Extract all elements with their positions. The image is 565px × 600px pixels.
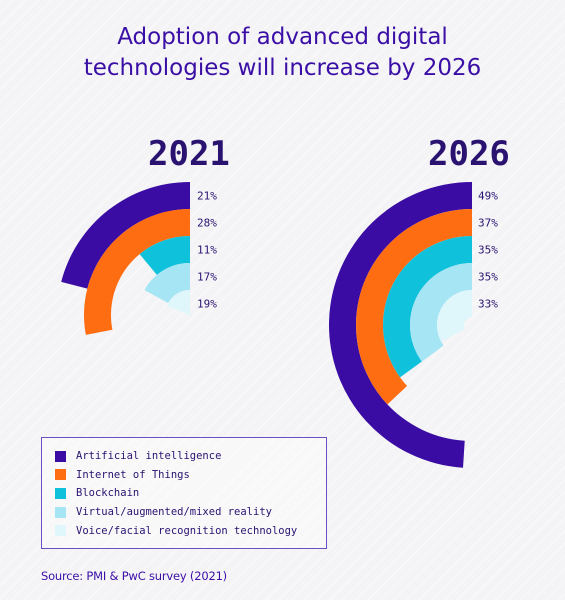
value-label-2026-ai: 49% (478, 190, 498, 203)
legend: Artificial intelligence Internet of Thin… (41, 437, 327, 549)
legend-label-voice: Voice/facial recognition technology (76, 524, 298, 537)
value-label-2021-voice: 19% (197, 298, 217, 311)
chart-title: Adoption of advanced digital technologie… (0, 22, 565, 84)
year-label-2026: 2026 (428, 134, 510, 174)
value-label-2021-iot: 28% (197, 217, 217, 230)
bar-2026-ai (328, 182, 472, 468)
legend-swatch-blockchain (55, 487, 66, 499)
value-label-2021-vr: 17% (197, 271, 217, 284)
bar-2026-voice (437, 290, 472, 342)
legend-swatch-voice (55, 525, 66, 537)
source-note: Source: PMI & PwC survey (2021) (41, 569, 227, 583)
legend-label-ai: Artificial intelligence (76, 450, 222, 463)
title-line-2: technologies will increase by 2026 (83, 55, 482, 81)
bar-2026-vr (410, 263, 472, 362)
legend-swatch-ai (55, 450, 66, 462)
legend-item-ai: Artificial intelligence (55, 447, 326, 466)
legend-label-vr: Virtual/augmented/mixed reality (76, 506, 272, 519)
value-label-2021-ai: 21% (197, 190, 217, 203)
bar-2021-vr (144, 263, 190, 303)
legend-label-iot: Internet of Things (76, 468, 190, 481)
value-label-2021-blockchain: 11% (197, 244, 217, 257)
legend-item-blockchain: Blockchain (55, 484, 326, 503)
legend-item-voice: Voice/facial recognition technology (55, 521, 326, 540)
legend-item-vr: Virtual/augmented/mixed reality (55, 503, 326, 522)
bar-2021-voice (166, 290, 192, 317)
bar-2026-iot (356, 209, 472, 405)
bar-2021-ai (61, 182, 191, 289)
bar-2026-blockchain (382, 236, 472, 378)
legend-label-blockchain: Blockchain (76, 487, 140, 500)
bar-2021-blockchain (139, 236, 190, 275)
year-label-2021: 2021 (148, 134, 230, 174)
value-label-2026-blockchain: 35% (478, 244, 498, 257)
legend-item-iot: Internet of Things (55, 466, 326, 485)
title-line-1: Adoption of advanced digital (117, 24, 448, 50)
legend-swatch-iot (55, 469, 66, 481)
legend-swatch-vr (55, 506, 66, 518)
value-label-2026-vr: 35% (478, 271, 498, 284)
value-label-2026-voice: 33% (478, 298, 498, 311)
value-label-2026-iot: 37% (478, 217, 498, 230)
bar-2021-iot (83, 209, 190, 335)
